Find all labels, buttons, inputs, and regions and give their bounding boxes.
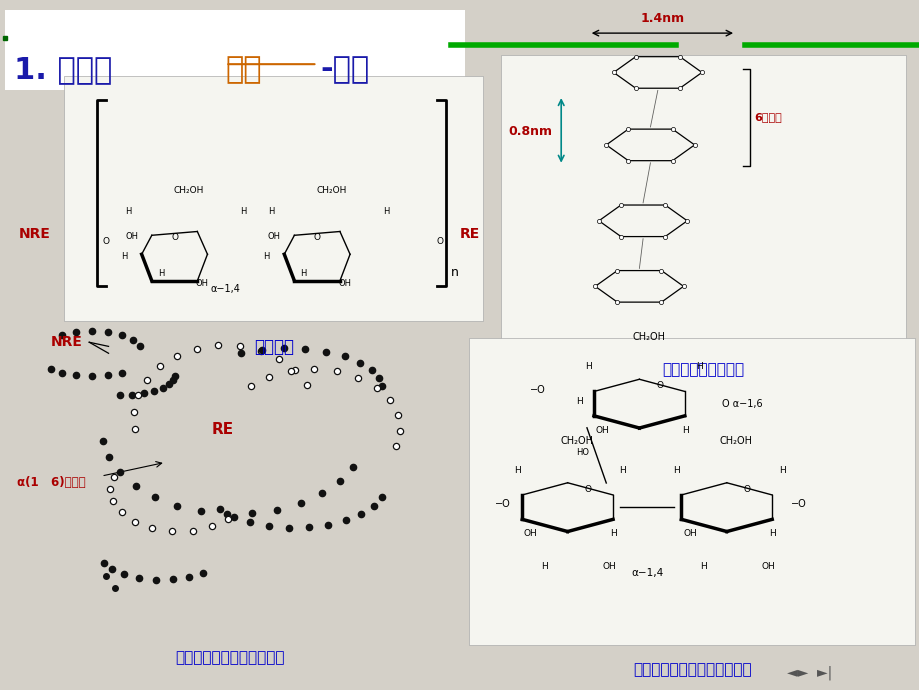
Text: H: H bbox=[513, 466, 520, 475]
Text: H: H bbox=[264, 252, 269, 261]
Text: H: H bbox=[618, 466, 626, 475]
Text: H: H bbox=[540, 562, 548, 571]
Text: n: n bbox=[450, 266, 459, 279]
Text: H: H bbox=[301, 269, 306, 278]
Text: -淀粉: -淀粉 bbox=[320, 55, 369, 84]
Text: HO: HO bbox=[575, 448, 589, 457]
Text: H: H bbox=[158, 269, 164, 278]
Text: −O: −O bbox=[789, 499, 806, 509]
Text: OH: OH bbox=[602, 562, 615, 571]
Text: CH₂OH: CH₂OH bbox=[631, 332, 664, 342]
Text: α−1,4: α−1,4 bbox=[630, 568, 663, 578]
FancyBboxPatch shape bbox=[5, 10, 464, 90]
Text: α−1,4: α−1,4 bbox=[210, 284, 240, 294]
Text: α(1   6)分支点: α(1 6)分支点 bbox=[17, 477, 85, 489]
Text: 1.4nm: 1.4nm bbox=[640, 12, 684, 25]
Text: H: H bbox=[268, 207, 274, 216]
Text: OH: OH bbox=[761, 562, 774, 571]
Text: 支链淀粉或糖原分子示意图: 支链淀粉或糖原分子示意图 bbox=[175, 650, 285, 665]
Text: OH: OH bbox=[683, 529, 696, 538]
Text: O α−1,6: O α−1,6 bbox=[721, 399, 762, 409]
Text: 0.8nm: 0.8nm bbox=[507, 125, 551, 137]
Text: H: H bbox=[383, 207, 389, 216]
Text: 直链淀粉的螺旋结构: 直链淀粉的螺旋结构 bbox=[662, 362, 744, 377]
Text: O: O bbox=[584, 484, 591, 494]
Text: OH: OH bbox=[267, 233, 280, 241]
Text: RE: RE bbox=[211, 422, 233, 437]
Text: H: H bbox=[695, 362, 702, 371]
Text: O: O bbox=[102, 237, 109, 246]
Text: H: H bbox=[768, 529, 776, 538]
Text: H: H bbox=[126, 207, 131, 216]
Text: H: H bbox=[584, 362, 592, 371]
Text: CH₂OH: CH₂OH bbox=[173, 186, 204, 195]
Text: NRE: NRE bbox=[18, 227, 51, 241]
Text: CH₂OH: CH₂OH bbox=[560, 435, 593, 446]
Text: O: O bbox=[436, 237, 443, 246]
Text: H: H bbox=[672, 466, 679, 475]
Text: O: O bbox=[743, 484, 750, 494]
Text: H: H bbox=[681, 426, 688, 435]
FancyBboxPatch shape bbox=[501, 55, 905, 345]
Text: O: O bbox=[313, 233, 321, 241]
Text: O: O bbox=[655, 381, 663, 391]
Text: −O: −O bbox=[494, 499, 511, 509]
Text: H: H bbox=[699, 562, 707, 571]
Text: 直链淀粉: 直链淀粉 bbox=[254, 338, 293, 356]
Text: −O: −O bbox=[529, 385, 546, 395]
Text: OH: OH bbox=[596, 426, 608, 435]
Text: O: O bbox=[171, 233, 178, 241]
Text: 多糖: 多糖 bbox=[225, 55, 262, 84]
FancyBboxPatch shape bbox=[469, 338, 914, 645]
Text: RE: RE bbox=[460, 227, 480, 241]
Text: OH: OH bbox=[338, 279, 351, 288]
Text: CH₂OH: CH₂OH bbox=[719, 435, 752, 446]
Text: OH: OH bbox=[125, 233, 138, 241]
Text: NRE: NRE bbox=[51, 335, 83, 349]
Text: H: H bbox=[241, 207, 246, 216]
Text: 6个残基: 6个残基 bbox=[754, 112, 781, 122]
Text: CH₂OH: CH₂OH bbox=[315, 186, 346, 195]
Text: H: H bbox=[609, 529, 617, 538]
Text: ◄►  ►|: ◄► ►| bbox=[786, 665, 832, 680]
FancyBboxPatch shape bbox=[64, 76, 482, 321]
Text: H: H bbox=[777, 466, 785, 475]
Text: OH: OH bbox=[524, 529, 537, 538]
Text: H: H bbox=[575, 397, 583, 406]
Text: 1. 重要的: 1. 重要的 bbox=[14, 55, 112, 84]
Text: OH: OH bbox=[196, 279, 209, 288]
Text: 支链淀粉或糖原分支点的结构: 支链淀粉或糖原分支点的结构 bbox=[632, 662, 751, 678]
Text: H: H bbox=[121, 252, 127, 261]
